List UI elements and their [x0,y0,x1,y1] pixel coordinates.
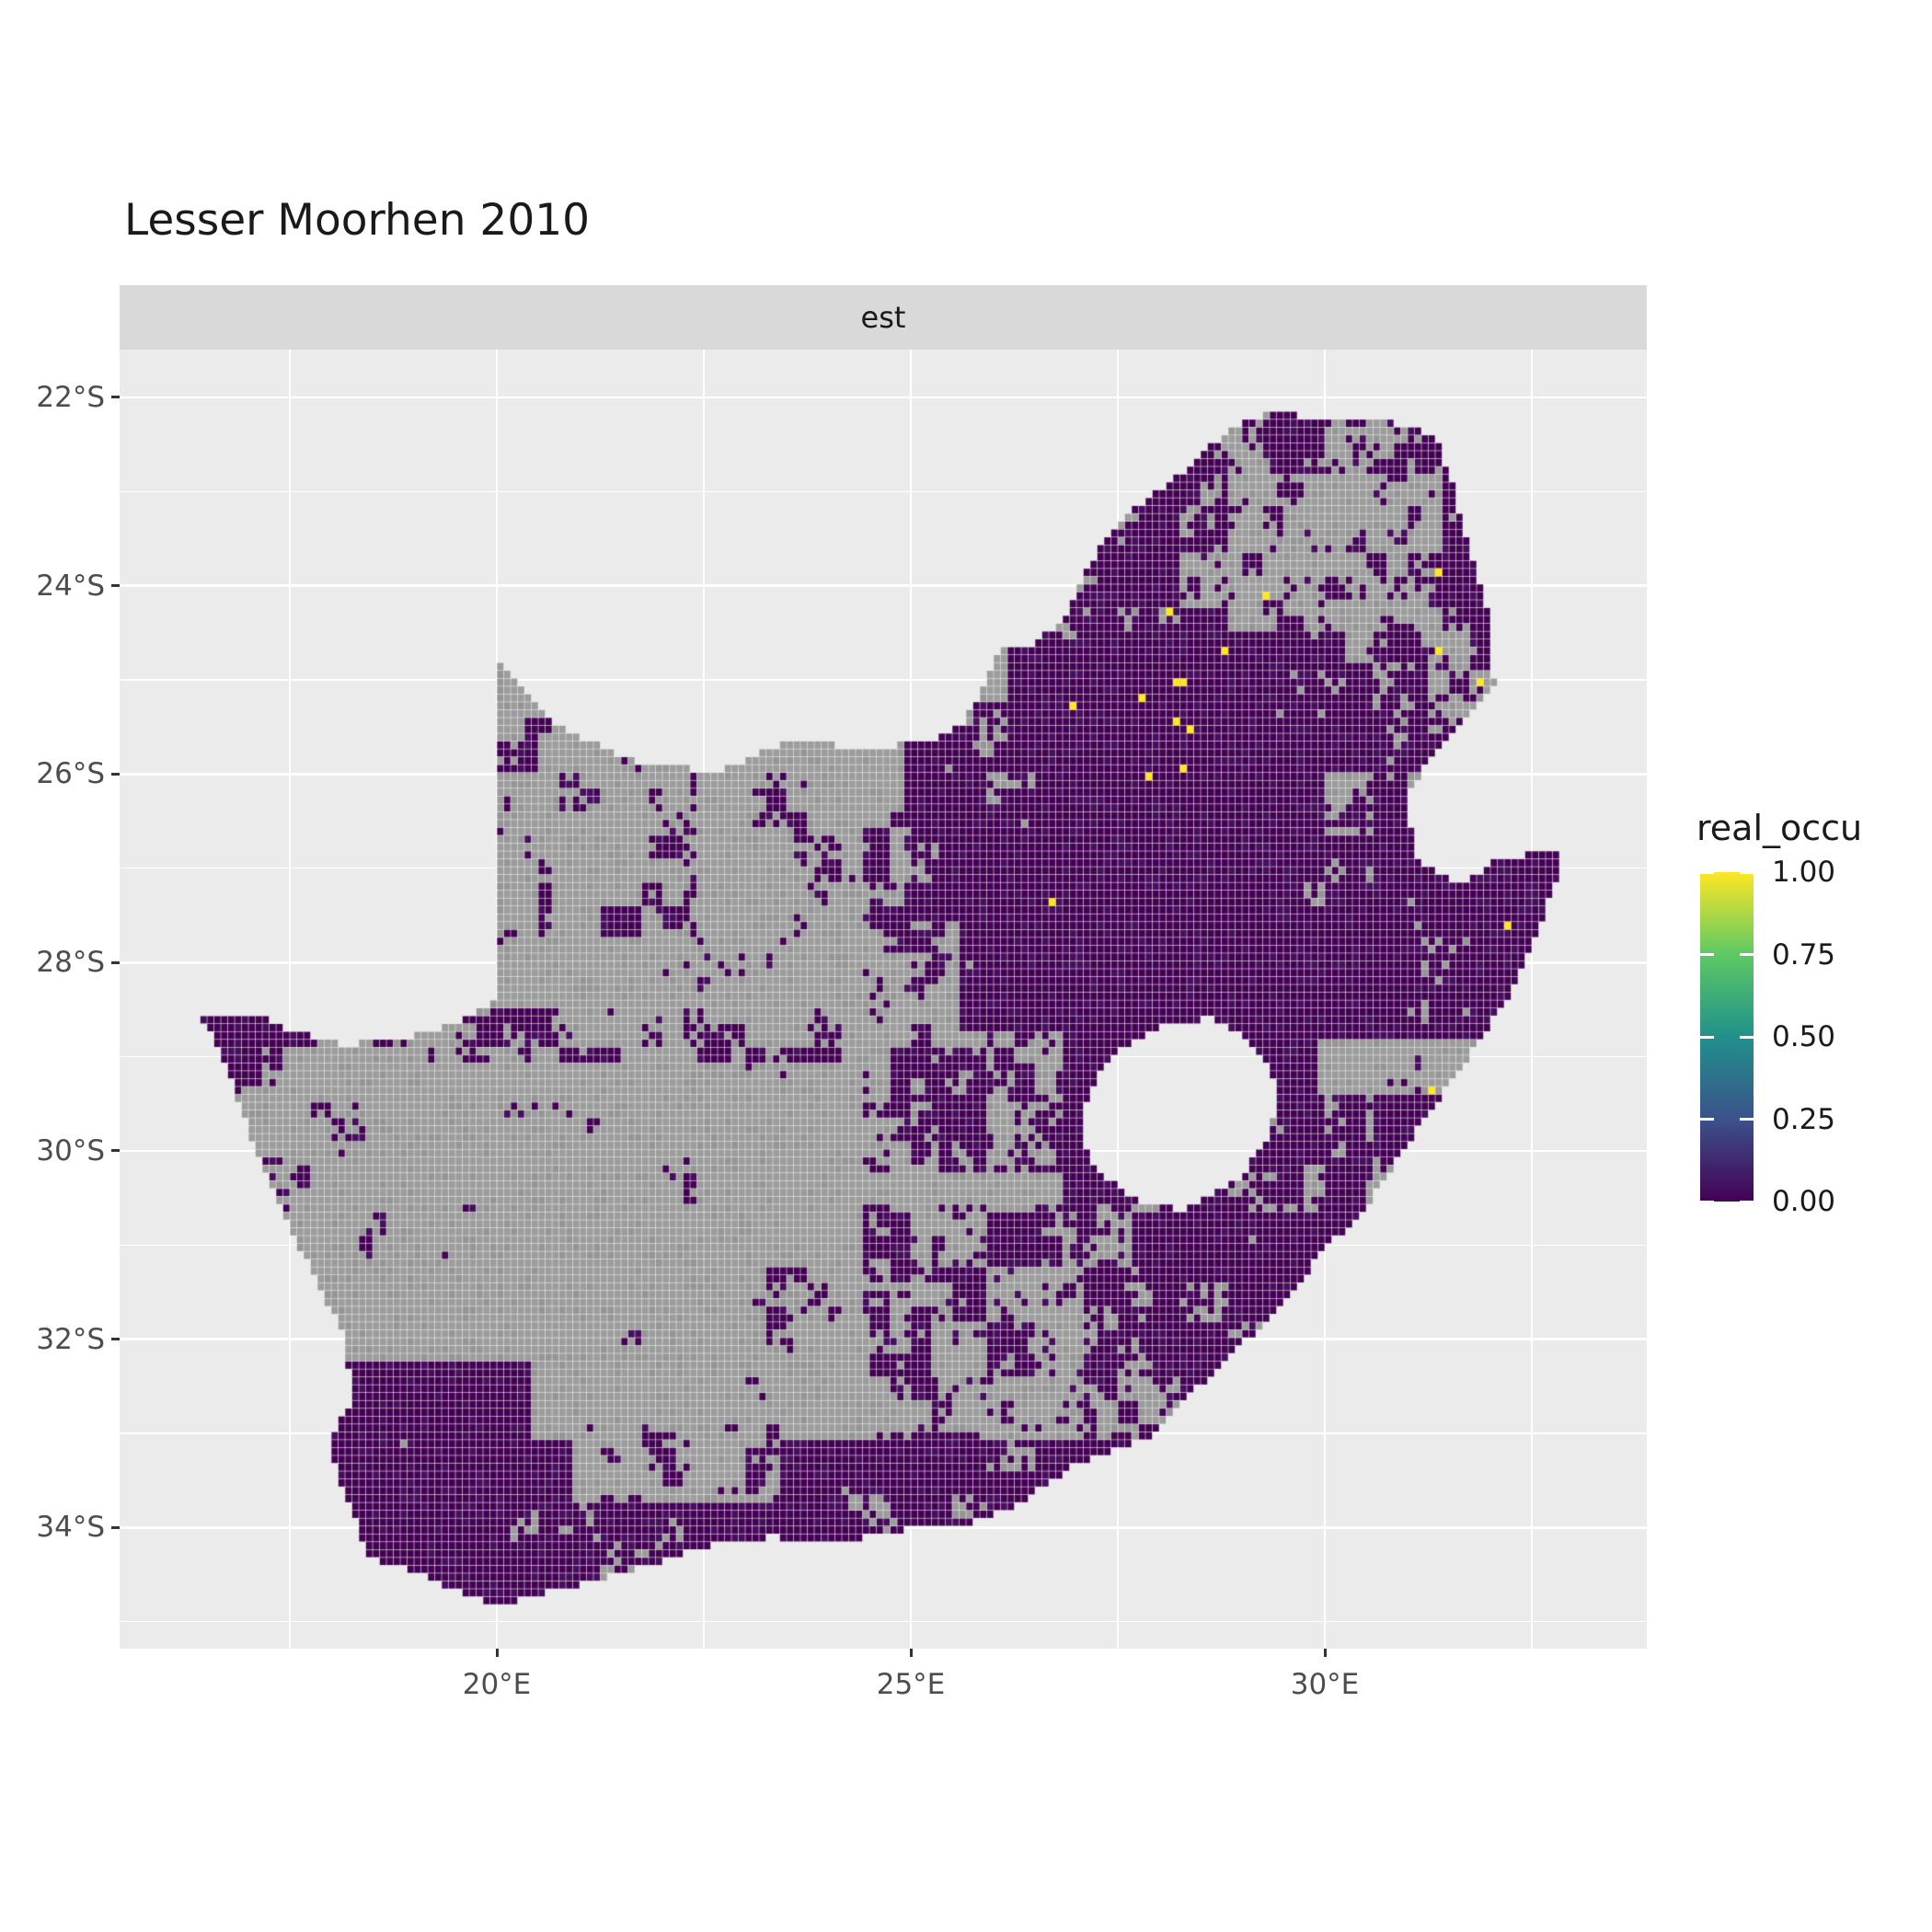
y-tick-label: 28°S [36,946,105,980]
y-tick-mark [111,1149,120,1153]
x-tick-mark [495,1649,499,1657]
colorbar-label: 1.00 [1772,856,1836,889]
colorbar-tick [1740,1200,1754,1203]
y-tick-label: 22°S [36,380,105,414]
y-tick-mark [111,772,120,776]
colorbar-tick [1700,953,1714,956]
south-africa-occupancy-raster [120,350,1647,1649]
y-tick-label: 24°S [36,569,105,603]
colorbar-label: 0.50 [1772,1020,1836,1053]
x-tick-label: 20°E [462,1668,532,1701]
colorbar-label: 0.00 [1772,1185,1836,1218]
legend-title: real_occu [1696,808,1863,848]
colorbar-tick [1740,870,1754,874]
y-tick-mark [111,1338,120,1341]
plot-panel [120,350,1647,1649]
y-tick-label: 26°S [36,757,105,791]
facet-label: est [860,300,906,335]
plot-title: Lesser Moorhen 2010 [124,195,591,246]
x-tick-mark [1323,1649,1327,1657]
x-tick-mark [909,1649,913,1657]
colorbar-tick [1700,1200,1714,1203]
colorbar-label: 0.75 [1772,937,1836,972]
legend: real_occu 1.00 0.75 0.50 0.25 0.00 [1693,808,1932,1323]
y-tick-label: 32°S [36,1322,105,1356]
y-tick-mark [111,960,120,964]
colorbar-tick [1740,1118,1754,1121]
y-tick-label: 30°S [36,1133,105,1167]
colorbar-tick [1740,953,1754,956]
x-tick-label: 30°E [1290,1668,1360,1701]
y-tick-mark [111,1525,120,1529]
colorbar-tick [1700,870,1714,874]
colorbar-tick [1700,1035,1714,1039]
y-tick-label: 34°S [36,1511,105,1545]
colorbar-label: 0.25 [1772,1102,1836,1136]
y-tick-mark [111,584,120,588]
y-tick-mark [111,396,120,399]
colorbar-tick [1740,1035,1754,1039]
facet-strip: est [120,285,1647,350]
colorbar-tick [1700,1118,1714,1121]
x-tick-label: 25°E [876,1668,946,1701]
